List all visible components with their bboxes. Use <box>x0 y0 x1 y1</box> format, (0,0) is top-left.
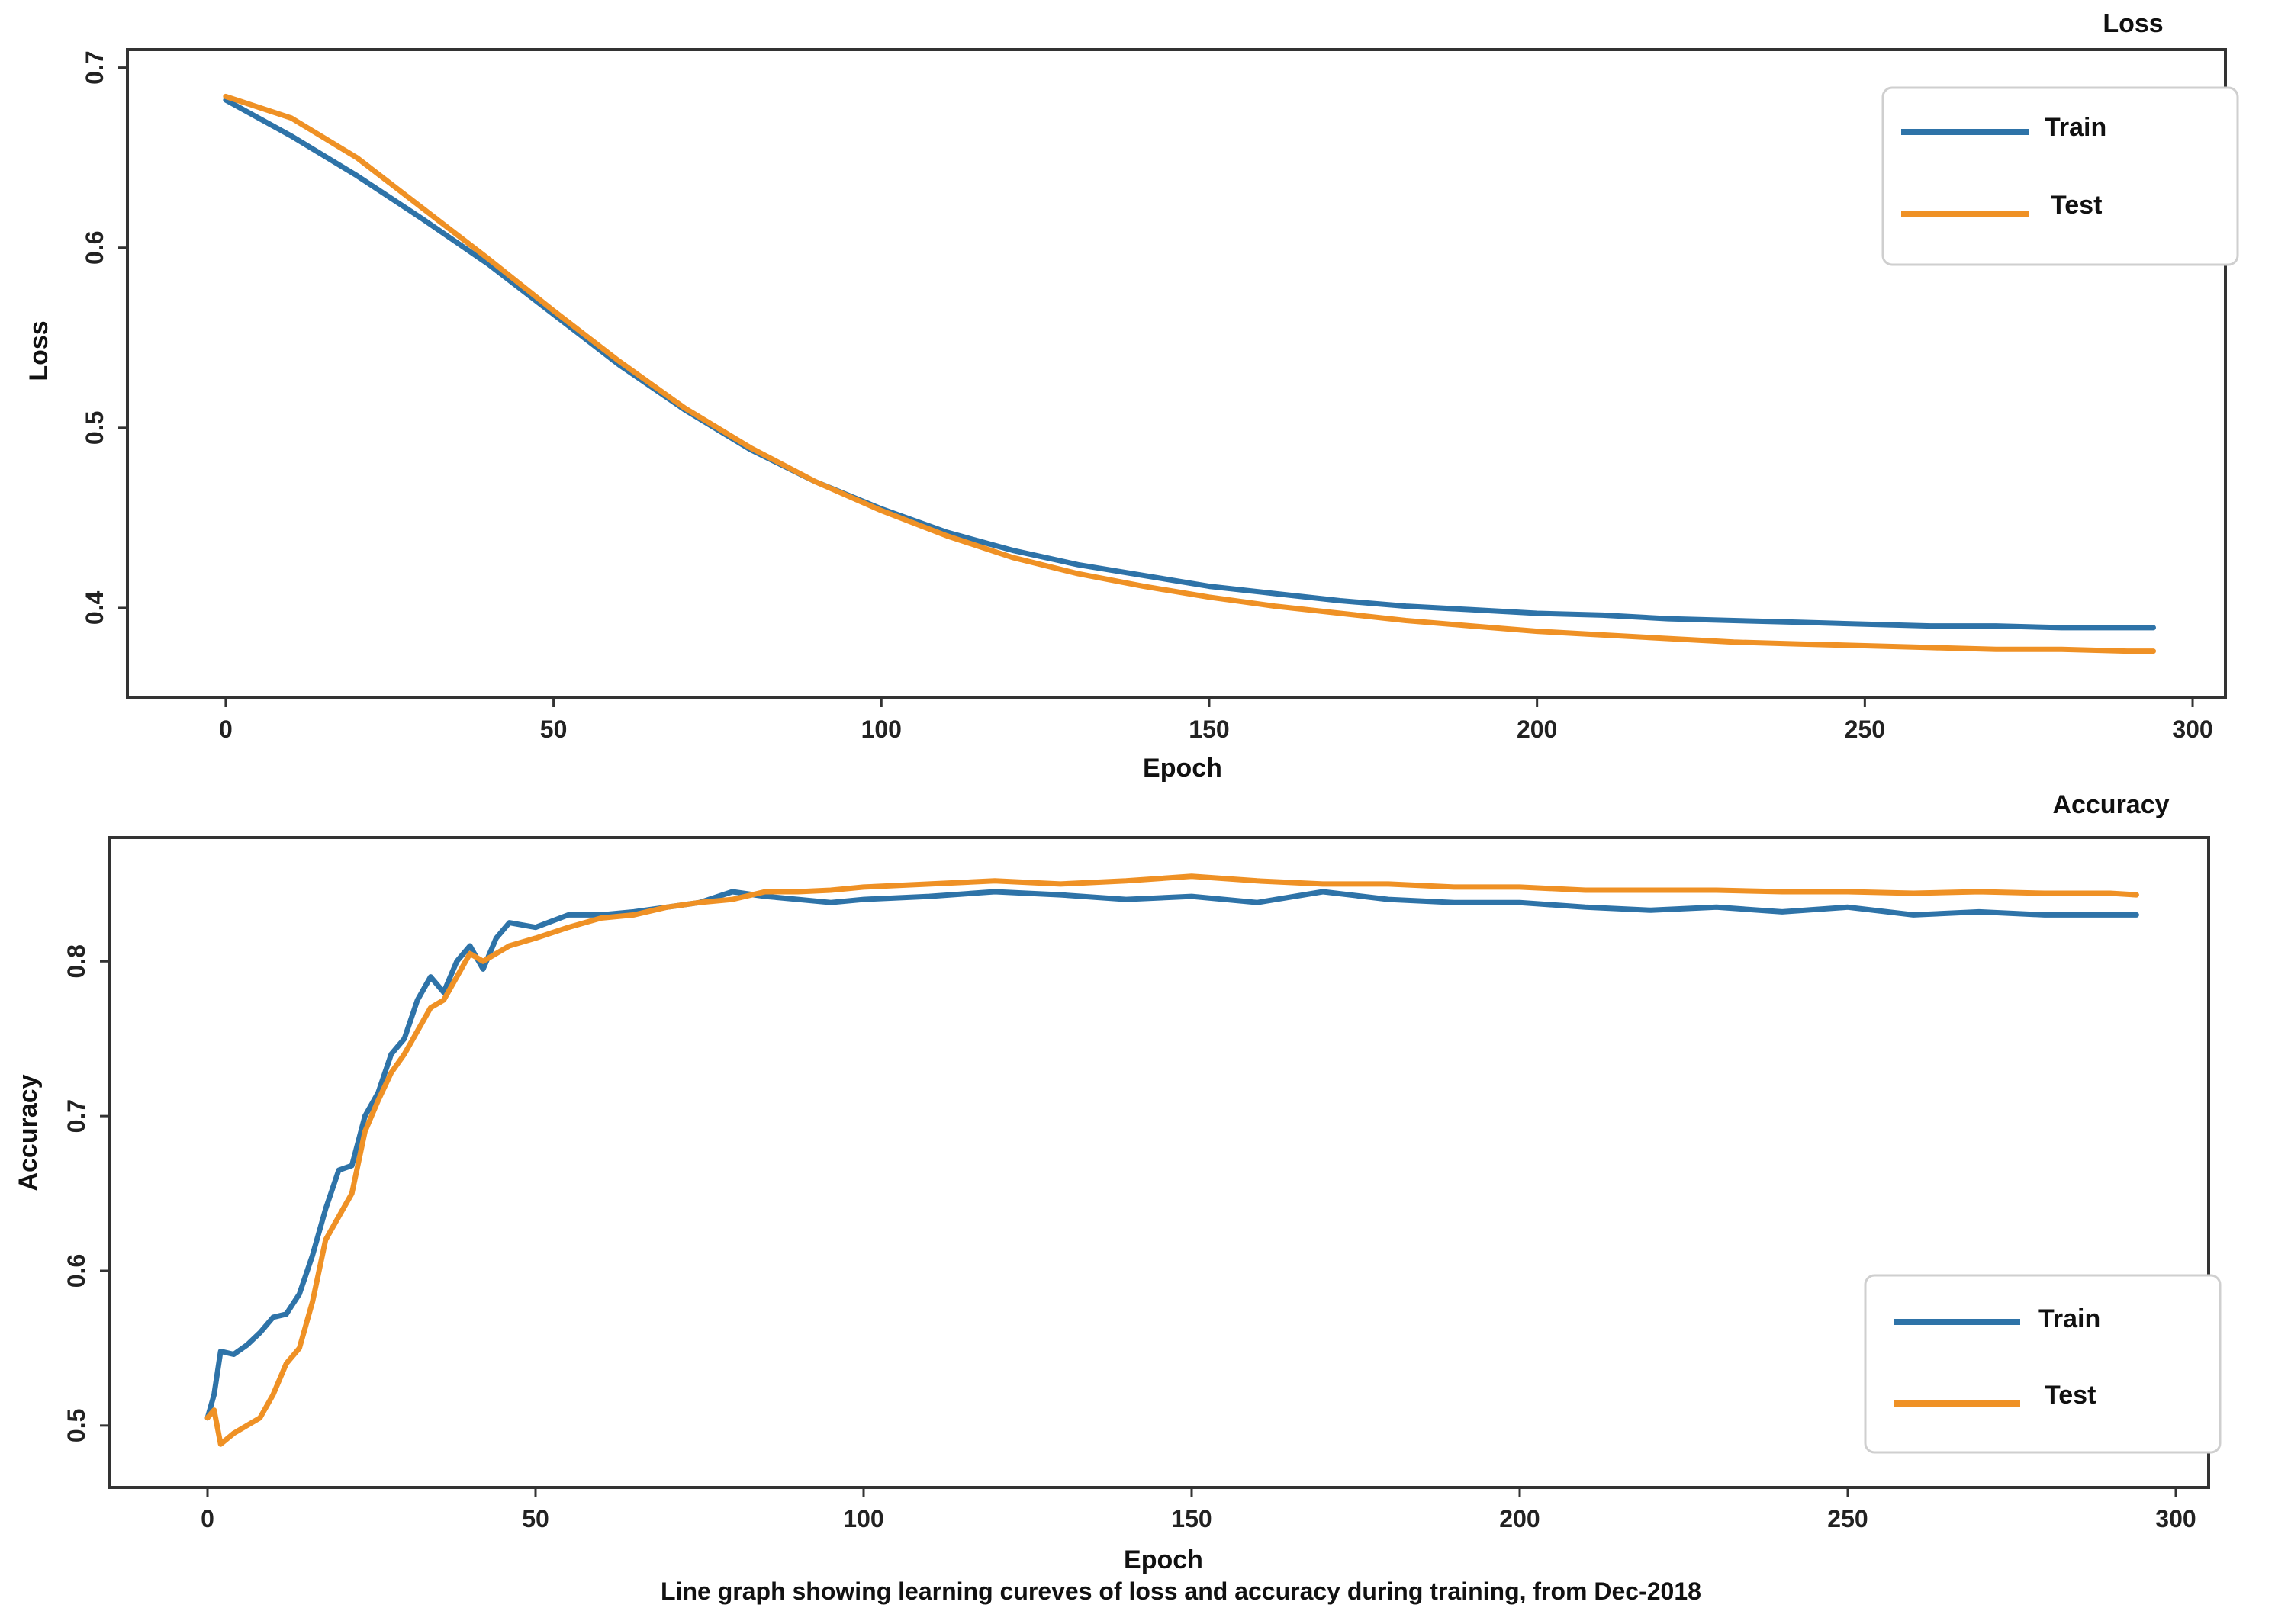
loss-plot-frame <box>126 48 2227 699</box>
loss-test-series-line <box>223 93 2156 654</box>
accuracy-test-series-line <box>204 873 2139 1447</box>
loss-x-tick-label: 0 <box>219 716 233 743</box>
figure-caption: Line graph showing learning cureves of l… <box>661 1577 1701 1605</box>
loss-legend-test-label: Test <box>2051 191 2102 220</box>
loss-y-tick-label: 0.6 <box>81 230 108 264</box>
loss-x-tick-label: 150 <box>1189 716 1229 743</box>
accuracy-y-axis-label: Accuracy <box>14 1074 43 1191</box>
accuracy-y-tick-label: 0.5 <box>63 1409 90 1442</box>
loss-x-tick-label: 300 <box>2172 716 2212 743</box>
accuracy-x-tick-label: 250 <box>1827 1505 1868 1532</box>
loss-x-tick-label: 250 <box>1845 716 1885 743</box>
loss-x-tick-label: 200 <box>1517 716 1557 743</box>
accuracy-train-series-line <box>204 889 2139 1421</box>
loss-y-tick-label: 0.7 <box>81 50 108 84</box>
accuracy-x-tick-label: 50 <box>522 1505 549 1532</box>
accuracy-x-tick-label: 200 <box>1499 1505 1540 1532</box>
loss-legend: Train Test <box>1881 86 2239 266</box>
accuracy-legend-test-label: Test <box>2045 1381 2096 1410</box>
accuracy-legend-box <box>1864 1274 2222 1454</box>
accuracy-chart-title: Accuracy <box>2052 790 2169 819</box>
accuracy-x-tick-label: 300 <box>2155 1505 2196 1532</box>
loss-chart-title: Loss <box>2103 9 2163 38</box>
loss-x-tick-label: 50 <box>540 716 568 743</box>
loss-chart: Loss 0.4 0.5 0.6 0.7 0 50 100 150 200 250 300 Epo… <box>24 9 2239 783</box>
accuracy-x-axis-label: Epoch <box>1124 1545 1203 1574</box>
loss-x-tick-label: 100 <box>861 716 902 743</box>
accuracy-x-tick-label: 100 <box>843 1505 883 1532</box>
accuracy-y-tick-label: 0.7 <box>63 1099 90 1133</box>
accuracy-x-tick-label: 150 <box>1171 1505 1212 1532</box>
loss-train-series-line <box>223 97 2156 631</box>
loss-x-axis-label: Epoch <box>1143 754 1222 783</box>
loss-y-tick-label: 0.4 <box>81 590 108 625</box>
accuracy-chart: Accuracy 0.5 0.6 0.7 0.8 0 50 100 150 200 250 300… <box>14 790 2222 1574</box>
loss-legend-train-label: Train <box>2045 113 2106 142</box>
loss-y-tick-label: 0.5 <box>81 411 108 445</box>
accuracy-plot-frame <box>108 836 2210 1489</box>
accuracy-legend: Train Test <box>1864 1274 2222 1454</box>
accuracy-x-tick-label: 0 <box>201 1505 214 1532</box>
accuracy-y-tick-label: 0.6 <box>63 1254 90 1288</box>
accuracy-y-tick-label: 0.8 <box>63 944 90 978</box>
loss-y-axis-label: Loss <box>24 320 53 381</box>
accuracy-legend-train-label: Train <box>2038 1304 2100 1333</box>
